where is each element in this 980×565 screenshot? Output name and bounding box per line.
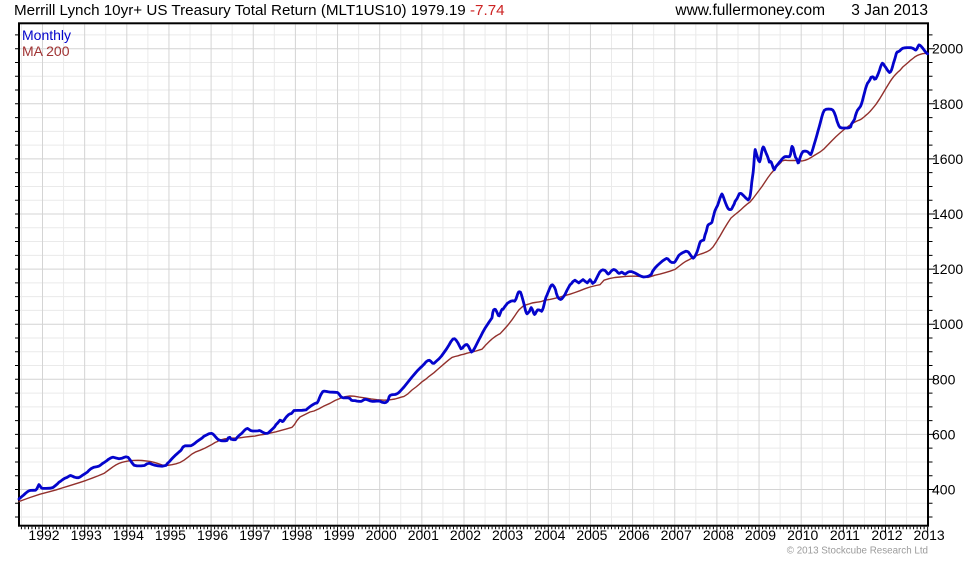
- svg-text:2002: 2002: [450, 527, 481, 543]
- svg-text:2010: 2010: [787, 527, 818, 543]
- svg-text:800: 800: [932, 371, 956, 387]
- svg-text:2003: 2003: [492, 527, 523, 543]
- svg-text:2001: 2001: [408, 527, 439, 543]
- svg-text:1999: 1999: [324, 527, 355, 543]
- svg-text:Monthly: Monthly: [22, 27, 71, 43]
- svg-text:1998: 1998: [281, 527, 312, 543]
- svg-text:2004: 2004: [534, 527, 565, 543]
- svg-text:1000: 1000: [932, 316, 963, 332]
- svg-text:2006: 2006: [619, 527, 650, 543]
- svg-text:1996: 1996: [197, 527, 228, 543]
- svg-text:600: 600: [932, 426, 956, 442]
- svg-text:www.fullermoney.com: www.fullermoney.com: [674, 2, 825, 19]
- svg-text:2009: 2009: [745, 527, 776, 543]
- svg-text:1992: 1992: [28, 527, 59, 543]
- svg-text:2011: 2011: [830, 527, 860, 543]
- svg-text:2000: 2000: [932, 41, 963, 57]
- svg-text:© 2013 Stockcube Research Ltd: © 2013 Stockcube Research Ltd: [787, 546, 928, 557]
- svg-text:2012: 2012: [871, 527, 902, 543]
- svg-text:2013: 2013: [914, 527, 945, 543]
- svg-text:2007: 2007: [661, 527, 692, 543]
- svg-text:1800: 1800: [932, 96, 963, 112]
- svg-text:Merrill Lynch 10yr+ US Treasur: Merrill Lynch 10yr+ US Treasury Total Re…: [14, 2, 505, 19]
- svg-text:2000: 2000: [366, 527, 397, 543]
- svg-text:1600: 1600: [932, 151, 963, 167]
- svg-text:MA 200: MA 200: [22, 43, 70, 59]
- svg-text:1200: 1200: [932, 261, 963, 277]
- svg-text:1995: 1995: [155, 527, 186, 543]
- svg-text:1997: 1997: [239, 527, 270, 543]
- svg-text:400: 400: [932, 482, 956, 498]
- svg-text:1993: 1993: [71, 527, 102, 543]
- svg-text:2008: 2008: [703, 527, 734, 543]
- svg-text:3 Jan 2013: 3 Jan 2013: [851, 2, 928, 19]
- svg-text:2005: 2005: [576, 527, 607, 543]
- svg-text:1400: 1400: [932, 206, 963, 222]
- svg-text:1994: 1994: [113, 527, 144, 543]
